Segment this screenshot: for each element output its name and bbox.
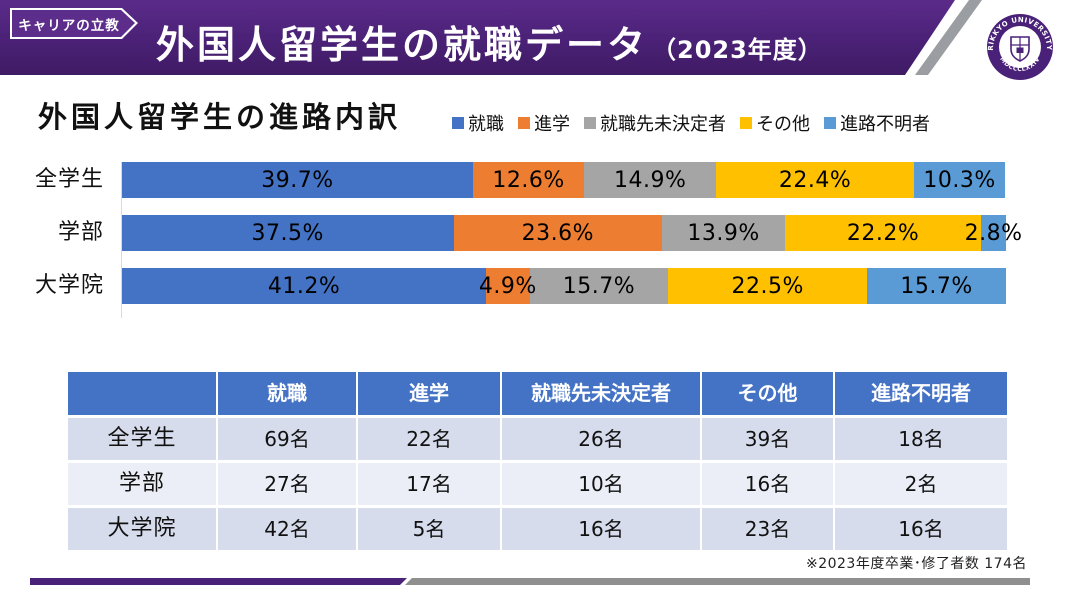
- legend-color-swatch-icon: [584, 117, 596, 129]
- bar-segment: 39.7%: [122, 162, 473, 198]
- legend-series-label: 進路不明者: [840, 114, 930, 135]
- bar-value-label: 22.5%: [731, 273, 804, 299]
- table-cell: 16名: [702, 463, 833, 505]
- legend-color-swatch-icon: [452, 117, 464, 129]
- table-cell: 16名: [502, 508, 700, 550]
- stacked-bar: 41.2% 4.9% 15.7% 22.5% 15.7%: [122, 268, 1006, 304]
- bottom-bar-purple: [30, 578, 407, 585]
- summary-table: 就職 進学 就職先未決定者 その他 進路不明者 全学生 69名 22名 26名 39名 18名 学部 2…: [68, 372, 1007, 550]
- stacked-bar: 37.5% 23.6% 13.9% 22.2% 2.8%: [122, 215, 1022, 251]
- bar-value-label: 12.6%: [492, 167, 565, 193]
- bar-value-label: 23.6%: [521, 220, 594, 246]
- bottom-bar-gray: [405, 578, 1030, 585]
- table-cell: 5名: [358, 508, 500, 550]
- bar-segment: 12.6%: [472, 162, 585, 198]
- table-header-cell: 就職先未決定者: [502, 372, 700, 415]
- legend-item: 就職: [452, 110, 504, 136]
- bar-segment: 13.9%: [662, 215, 785, 251]
- table-row-label: 学部: [68, 463, 216, 505]
- bar-segment: 14.9%: [584, 162, 717, 198]
- table-cell: 17名: [358, 463, 500, 505]
- table-header-cell: その他: [702, 372, 833, 415]
- bar-segment: 23.6%: [453, 215, 663, 251]
- bar-value-label: 39.7%: [261, 167, 334, 193]
- table-cell: 27名: [218, 463, 356, 505]
- bar-segment: 37.5%: [122, 215, 454, 251]
- bar-value-label: 15.7%: [562, 273, 636, 299]
- logo-book-icon: [1016, 47, 1024, 53]
- legend-color-swatch-icon: [824, 117, 836, 129]
- bar-segment: 22.4%: [716, 162, 915, 198]
- bar-row: 大学院 41.2% 4.9% 15.7% 22.5% 15.7%: [0, 268, 1040, 304]
- bar-value-label: 10.3%: [923, 167, 996, 193]
- bar-value-label: 14.9%: [613, 167, 687, 193]
- chart-axis-line: [121, 162, 122, 318]
- table-cell: 2名: [835, 463, 1007, 505]
- footnote: ※2023年度卒業･修了者数 174名: [805, 556, 1027, 572]
- bar-value-label: 41.2%: [267, 273, 341, 299]
- category-label: 全学生: [34, 167, 104, 192]
- bar-segment: 15.7%: [867, 268, 1006, 304]
- legend-item: 進学: [518, 110, 570, 136]
- table-cell: 69名: [218, 418, 356, 460]
- bar-segment: 10.3%: [914, 162, 1006, 198]
- table-cell: 16名: [835, 508, 1007, 550]
- table-cell: 42名: [218, 508, 356, 550]
- legend-series-label: 進学: [534, 114, 570, 135]
- table-row-label: 全学生: [68, 418, 216, 460]
- table-cell: 10名: [502, 463, 700, 505]
- chart-title: 外国人留学生の進路内訳: [38, 100, 402, 134]
- legend-item: 進路不明者: [824, 110, 930, 136]
- bar-value-label: 13.9%: [687, 220, 760, 246]
- table-header-cell: 就職: [218, 372, 356, 415]
- bar-segment: 22.2%: [784, 215, 982, 251]
- legend-color-swatch-icon: [518, 117, 530, 129]
- table-header-cell: 進路不明者: [835, 372, 1007, 415]
- bar-segment: 2.8%: [965, 215, 1022, 251]
- legend-color-swatch-icon: [740, 117, 752, 129]
- category-label: 大学院: [34, 273, 104, 298]
- stacked-bar-chart: 外国人留学生の進路内訳 就職 進学 就職先未決定者 その他 進路不明者 全学生 39.7%…: [0, 88, 1070, 338]
- logo-crown-icon: [1016, 30, 1024, 35]
- career-rikkyo-badge-shape: キャリアの立教: [12, 10, 135, 37]
- bar-row: 全学生 39.7% 12.6% 14.9% 22.4% 10.3%: [0, 162, 1040, 198]
- page-title: 外国人留学生の就職データ: [156, 23, 649, 67]
- career-rikkyo-badge-label: キャリアの立教: [18, 17, 120, 34]
- bar-segment: 41.2%: [122, 268, 487, 304]
- bar-value-label: 4.9%: [478, 273, 537, 299]
- legend-item: その他: [740, 110, 810, 136]
- page-title-wrap: 外国人留学生の就職データ （2023年度）: [156, 14, 823, 69]
- career-rikkyo-badge: キャリアの立教: [10, 8, 138, 39]
- table-cell: 23名: [702, 508, 833, 550]
- legend-series-label: その他: [756, 114, 810, 135]
- rikkyo-university-logo-icon: RIKKYO UNIVERSITY MDCCCLXXIV: [987, 14, 1053, 80]
- bar-segment: 15.7%: [529, 268, 669, 304]
- bar-value-label: 15.7%: [900, 273, 973, 299]
- table-cell: 22名: [358, 418, 500, 460]
- table-header-cell: [68, 372, 216, 415]
- page-title-year: （2023年度）: [652, 36, 823, 64]
- legend-series-label: 就職先未決定者: [600, 114, 726, 135]
- chart-legend: 就職 進学 就職先未決定者 その他 進路不明者: [452, 110, 930, 136]
- bar-segment: 4.9%: [479, 268, 536, 304]
- bar-value-label: 37.5%: [251, 220, 324, 246]
- bar-row: 学部 37.5% 23.6% 13.9% 22.2% 2.8%: [0, 215, 1040, 251]
- bar-value-label: 22.4%: [778, 167, 852, 193]
- table-row-label: 大学院: [68, 508, 216, 550]
- table-cell: 39名: [702, 418, 833, 460]
- table-cell: 26名: [502, 418, 700, 460]
- category-label: 学部: [57, 220, 104, 245]
- stacked-bar: 39.7% 12.6% 14.9% 22.4% 10.3%: [122, 162, 1006, 198]
- bar-value-label: 22.2%: [846, 220, 920, 246]
- legend-item: 就職先未決定者: [584, 110, 726, 136]
- legend-series-label: 就職: [468, 114, 504, 135]
- table-header-cell: 進学: [358, 372, 500, 415]
- header-banner: キャリアの立教 外国人留学生の就職データ （2023年度）: [0, 0, 955, 75]
- bar-segment: 22.5%: [668, 268, 868, 304]
- table-cell: 18名: [835, 418, 1007, 460]
- bar-value-label: 2.8%: [964, 220, 1023, 246]
